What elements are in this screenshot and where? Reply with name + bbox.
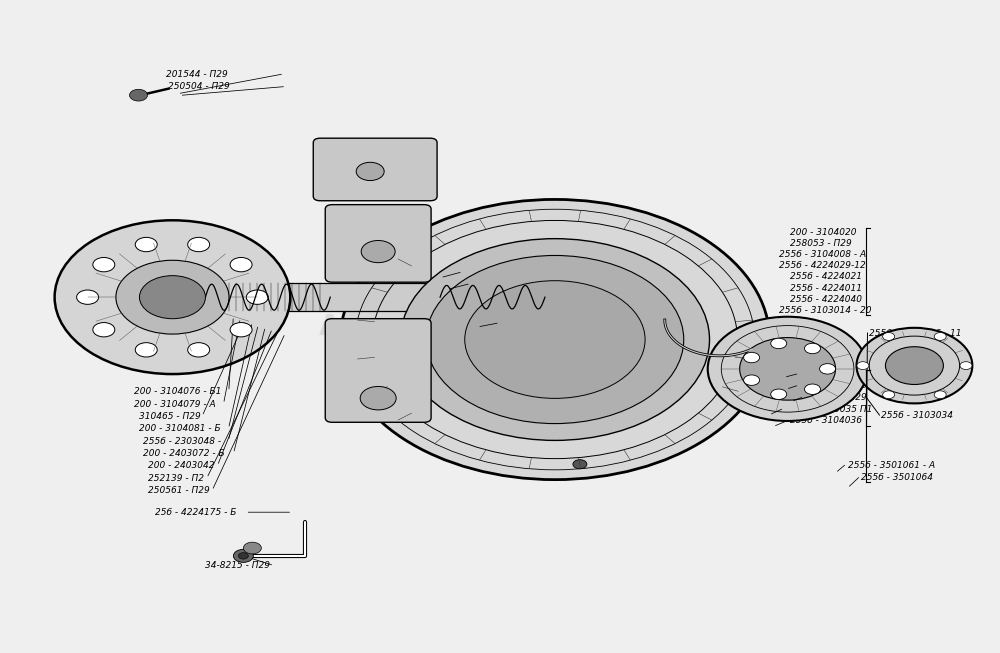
Text: 25б - 4224175 - Б: 25б - 4224175 - Б (155, 508, 237, 517)
Text: 255б - 4224029-12: 255б - 4224029-12 (779, 261, 865, 270)
Circle shape (135, 343, 157, 357)
Circle shape (771, 389, 787, 400)
Circle shape (883, 332, 895, 340)
Circle shape (243, 542, 261, 554)
Text: 255б - 3104036: 255б - 3104036 (790, 417, 862, 426)
Circle shape (356, 163, 384, 180)
Circle shape (857, 328, 972, 404)
Text: 255б - 3103015 - 20: 255б - 3103015 - 20 (460, 268, 553, 277)
Text: 250561 - П29: 250561 - П29 (148, 486, 210, 495)
Circle shape (740, 338, 836, 400)
Circle shape (465, 281, 645, 398)
Text: 250504 - П29: 250504 - П29 (168, 82, 230, 91)
Text: 252139 - П2: 252139 - П2 (148, 474, 204, 483)
Circle shape (400, 238, 710, 440)
Text: 202145 - П29: 202145 - П29 (805, 393, 866, 402)
Text: 255б - 3103020: 255б - 3103020 (800, 381, 872, 390)
Circle shape (426, 255, 684, 424)
Circle shape (246, 290, 268, 304)
Text: 200 - 2403042: 200 - 2403042 (148, 462, 215, 470)
Text: 201544 - П29: 201544 - П29 (166, 70, 228, 79)
Circle shape (130, 89, 147, 101)
Circle shape (934, 332, 946, 340)
Circle shape (139, 276, 205, 319)
Text: 255б - 3103035 П1: 255б - 3103035 П1 (785, 405, 872, 414)
Text: 255б - 3103034: 255б - 3103034 (881, 411, 953, 420)
Circle shape (77, 290, 99, 304)
Text: 255б - 3501061 - А: 255б - 3501061 - А (848, 461, 935, 470)
Circle shape (960, 362, 972, 370)
Circle shape (820, 364, 836, 374)
Text: 255б - 2303048 -: 255б - 2303048 - (143, 437, 222, 446)
Circle shape (883, 390, 895, 398)
Text: 200 - 3104081 - Б: 200 - 3104081 - Б (139, 424, 220, 434)
Text: 34-8215 - П29: 34-8215 - П29 (205, 561, 270, 570)
Text: 214б - 3501078: 214б - 3501078 (800, 370, 872, 379)
Text: 255б - 3103014 - 20: 255б - 3103014 - 20 (779, 306, 871, 315)
Text: 258053 - П29: 258053 - П29 (790, 239, 851, 248)
Circle shape (744, 375, 760, 385)
FancyBboxPatch shape (325, 204, 431, 282)
Circle shape (93, 257, 115, 272)
Circle shape (230, 323, 252, 337)
Text: 255б - 3501064: 255б - 3501064 (861, 473, 933, 482)
Circle shape (805, 384, 820, 394)
Circle shape (885, 347, 943, 385)
Circle shape (360, 387, 396, 410)
Text: 200 - 3104076 - Б1: 200 - 3104076 - Б1 (134, 387, 221, 396)
Circle shape (708, 317, 867, 421)
Text: 255б - 3103006 - 11: 255б - 3103006 - 11 (869, 328, 962, 338)
Circle shape (116, 261, 229, 334)
Text: 200 - 3104020: 200 - 3104020 (790, 228, 856, 237)
FancyBboxPatch shape (325, 319, 431, 422)
Circle shape (135, 237, 157, 251)
Circle shape (93, 323, 115, 337)
Circle shape (805, 343, 820, 354)
Text: 255б - 3104024: 255б - 3104024 (468, 279, 540, 289)
Circle shape (744, 353, 760, 363)
Circle shape (233, 549, 253, 562)
Circle shape (934, 390, 946, 398)
Circle shape (55, 220, 290, 374)
Text: 310465 - П29: 310465 - П29 (139, 412, 200, 421)
FancyBboxPatch shape (313, 138, 437, 200)
Text: Авто-склад: Авто-склад (319, 313, 501, 340)
Circle shape (771, 338, 787, 349)
Circle shape (340, 199, 770, 480)
Text: 255б - 4224040: 255б - 4224040 (790, 295, 862, 304)
Circle shape (573, 460, 587, 469)
Text: 200 - 3104079 - А: 200 - 3104079 - А (134, 400, 215, 409)
Circle shape (361, 240, 395, 263)
Bar (172, 283, 550, 311)
Text: 255б - 4224021: 255б - 4224021 (790, 272, 862, 281)
Circle shape (188, 343, 210, 357)
Circle shape (857, 362, 869, 370)
Circle shape (238, 552, 248, 559)
Text: 255б - 4224011: 255б - 4224011 (790, 283, 862, 293)
Text: 214 - 3501070: 214 - 3501070 (497, 319, 564, 328)
Text: 255б - 3104008 - А: 255б - 3104008 - А (779, 250, 866, 259)
Circle shape (188, 237, 210, 251)
Text: 200 - 2403072 - Б: 200 - 2403072 - Б (143, 449, 225, 458)
Circle shape (230, 257, 252, 272)
